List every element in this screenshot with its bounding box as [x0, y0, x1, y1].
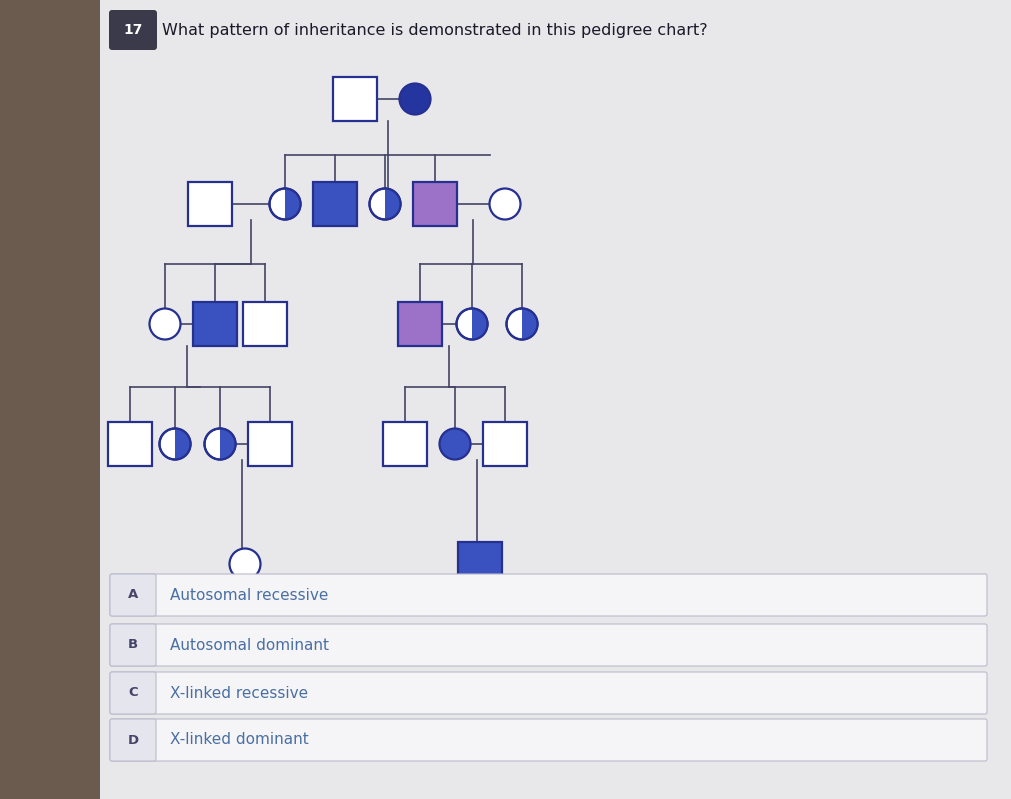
Bar [383, 422, 427, 466]
Text: D: D [127, 733, 139, 746]
Wedge shape [472, 308, 487, 340]
Bar [0, 0, 100, 799]
Bar [398, 302, 442, 346]
Bar [193, 302, 237, 346]
FancyBboxPatch shape [110, 624, 987, 666]
Bar [458, 542, 502, 586]
Circle shape [399, 84, 431, 114]
Wedge shape [175, 428, 190, 459]
Circle shape [160, 428, 190, 459]
FancyBboxPatch shape [110, 672, 987, 714]
Circle shape [489, 189, 521, 220]
FancyBboxPatch shape [110, 672, 156, 714]
Text: Autosomal recessive: Autosomal recessive [170, 587, 329, 602]
Bar [108, 422, 152, 466]
Bar [243, 302, 287, 346]
Bar [483, 422, 527, 466]
Text: B: B [128, 638, 139, 651]
Circle shape [369, 189, 400, 220]
FancyBboxPatch shape [110, 574, 987, 616]
Bar [413, 182, 457, 226]
FancyBboxPatch shape [109, 10, 157, 50]
Text: X-linked recessive: X-linked recessive [170, 686, 308, 701]
Circle shape [229, 548, 261, 579]
Bar [188, 182, 232, 226]
FancyBboxPatch shape [110, 574, 156, 616]
Bar [313, 182, 357, 226]
Circle shape [150, 308, 181, 340]
Bar [248, 422, 292, 466]
FancyBboxPatch shape [110, 719, 156, 761]
Text: X-linked dominant: X-linked dominant [170, 733, 308, 748]
Text: C: C [128, 686, 137, 699]
FancyBboxPatch shape [110, 719, 987, 761]
Wedge shape [522, 308, 538, 340]
FancyBboxPatch shape [110, 624, 156, 666]
Wedge shape [385, 189, 400, 220]
Circle shape [440, 428, 470, 459]
Bar [333, 77, 377, 121]
Circle shape [204, 428, 236, 459]
Circle shape [507, 308, 538, 340]
Text: What pattern of inheritance is demonstrated in this pedigree chart?: What pattern of inheritance is demonstra… [162, 22, 708, 38]
Text: 17: 17 [123, 23, 143, 37]
Wedge shape [285, 189, 300, 220]
Text: A: A [127, 589, 139, 602]
Circle shape [457, 308, 487, 340]
Text: Autosomal dominant: Autosomal dominant [170, 638, 329, 653]
Circle shape [270, 189, 300, 220]
Wedge shape [220, 428, 236, 459]
